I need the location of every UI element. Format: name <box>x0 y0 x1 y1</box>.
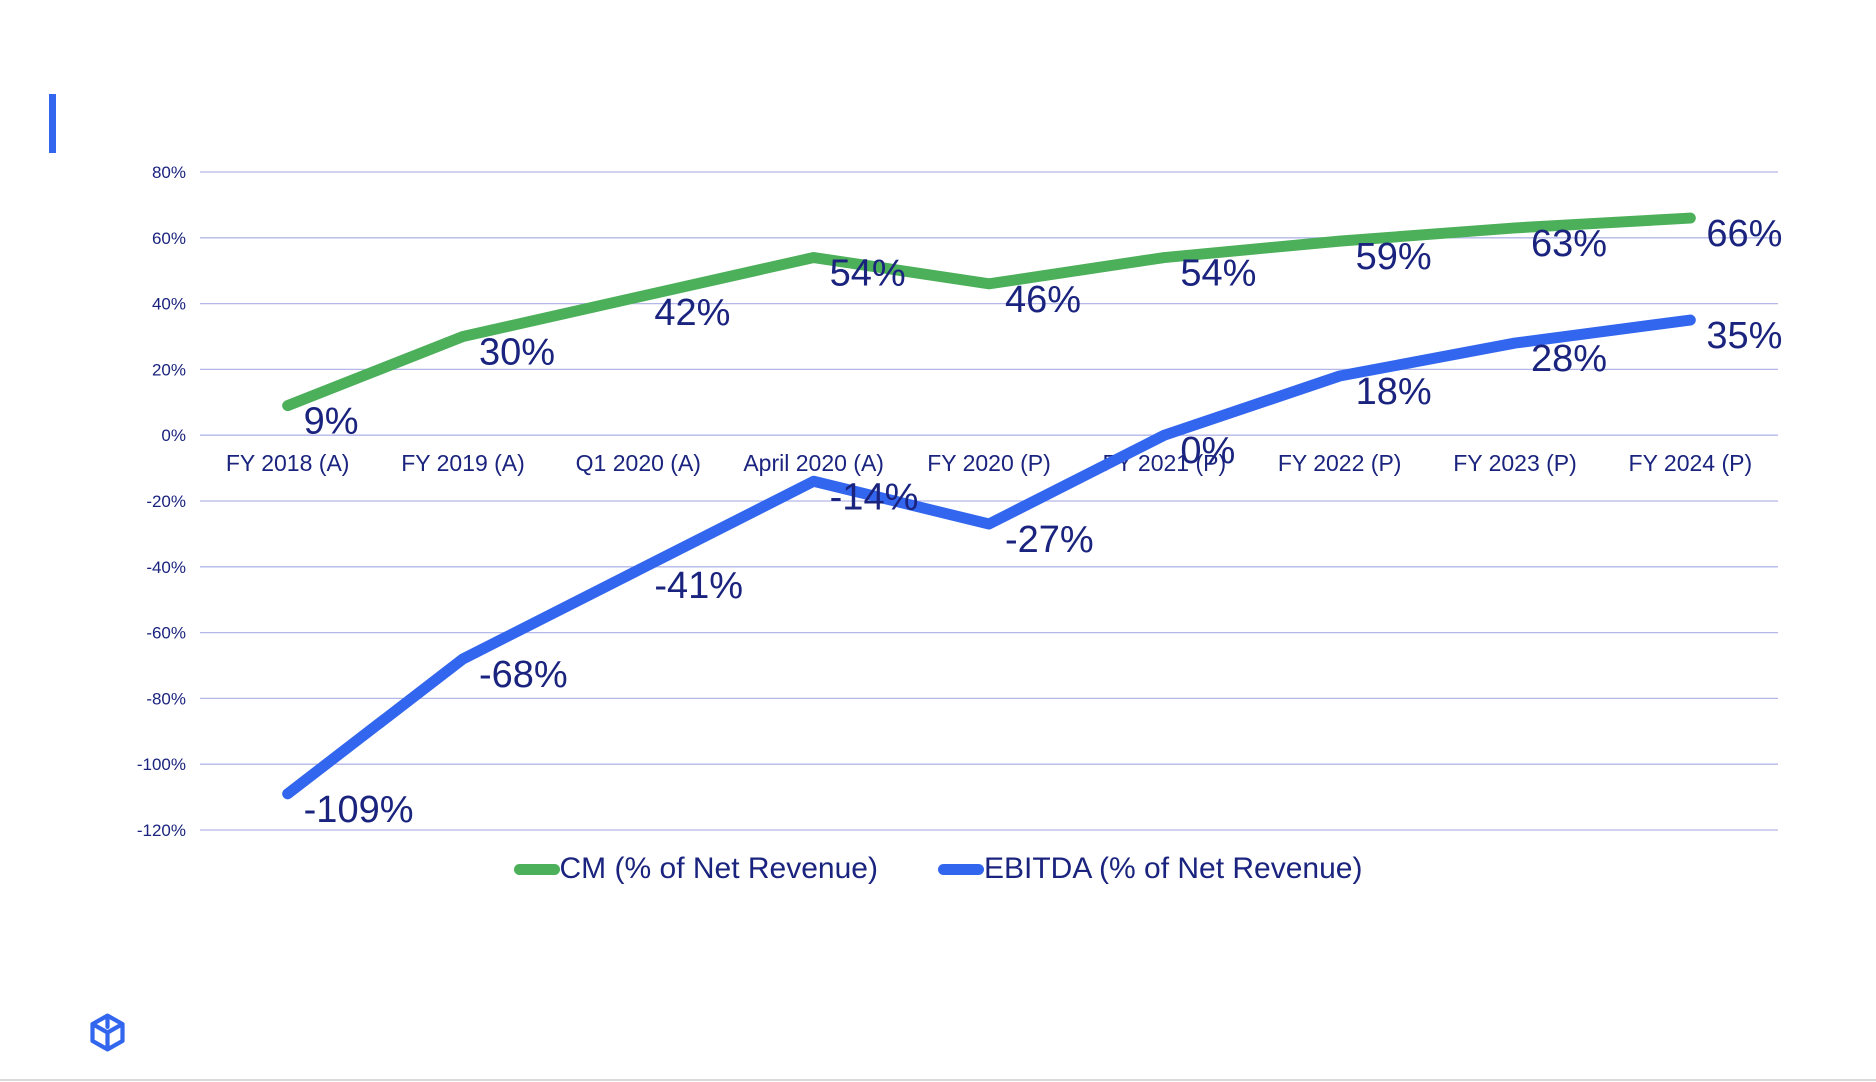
y-tick-label: -80% <box>146 689 186 708</box>
legend: CM (% of Net Revenue) EBITDA (% of Net R… <box>0 852 1876 886</box>
legend-item-ebitda: EBITDA (% of Net Revenue) <box>937 852 1363 886</box>
accent-bar <box>49 94 56 153</box>
data-label-ebitda: -109% <box>304 789 414 831</box>
y-tick-label: -40% <box>146 558 186 577</box>
data-point-ebitda <box>812 480 815 483</box>
data-point-cm <box>812 256 815 259</box>
data-label-cm: 54% <box>830 253 906 295</box>
x-tick-label: FY 2024 (P) <box>1629 450 1753 476</box>
box-logo-icon <box>90 1013 125 1052</box>
y-axis-ticks: 80% 60% 40% 20% 0% -20% -40% -60% -80% -100% -120% <box>137 163 186 840</box>
data-label-ebitda: -68% <box>479 654 568 696</box>
data-point-cm <box>988 282 990 285</box>
data-point-ebitda <box>988 523 990 526</box>
data-point-ebitda <box>1689 319 1692 322</box>
x-tick-label: FY 2020 (P) <box>927 450 1051 476</box>
data-point-cm <box>286 404 289 407</box>
bottom-rule <box>0 1079 1876 1081</box>
data-point-ebitda <box>1514 342 1516 345</box>
data-labels: 9% 30% 42% 54% 46% 54% 59% 63% 66% -109% -68% -41% -… <box>304 213 1783 831</box>
data-label-cm: 63% <box>1531 223 1607 265</box>
data-point-ebitda <box>637 569 640 572</box>
data-label-ebitda: 0% <box>1180 430 1235 472</box>
data-label-ebitda: 28% <box>1531 338 1607 380</box>
data-point-ebitda <box>1163 434 1166 437</box>
data-label-ebitda: 18% <box>1356 371 1432 413</box>
data-label-ebitda: -41% <box>654 565 743 607</box>
data-point-ebitda <box>462 657 464 660</box>
gridlines <box>200 171 1778 831</box>
data-label-cm: 30% <box>479 332 555 374</box>
x-tick-label: FY 2018 (A) <box>226 450 350 476</box>
y-tick-label: -100% <box>137 755 186 774</box>
data-label-cm: 59% <box>1356 236 1432 278</box>
x-tick-label: FY 2023 (P) <box>1453 450 1577 476</box>
series-lines <box>282 212 1696 800</box>
data-label-cm: 46% <box>1005 279 1081 321</box>
legend-swatch-cm <box>513 863 560 875</box>
legend-swatch-ebitda <box>937 863 984 875</box>
y-tick-label: 60% <box>152 229 186 248</box>
data-label-ebitda: -14% <box>830 476 919 518</box>
data-point-cm <box>1514 226 1516 229</box>
y-tick-label: 20% <box>152 360 186 379</box>
x-tick-label: April 2020 (A) <box>743 450 884 476</box>
x-tick-label: FY 2019 (A) <box>401 450 525 476</box>
data-point-ebitda <box>286 792 289 795</box>
y-tick-label: -60% <box>146 624 186 643</box>
x-axis-ticks: FY 2018 (A) FY 2019 (A) Q1 2020 (A) April 2… <box>226 450 1752 476</box>
data-point-cm <box>1689 217 1692 220</box>
data-label-cm: 54% <box>1180 253 1256 295</box>
series-line-ebitda <box>282 314 1696 800</box>
y-tick-label: 0% <box>161 426 186 445</box>
legend-label-cm: CM (% of Net Revenue) <box>559 852 878 885</box>
y-tick-label: 40% <box>152 295 186 314</box>
y-tick-label: 80% <box>152 163 186 182</box>
y-tick-label: -20% <box>146 492 186 511</box>
data-label-cm: 66% <box>1706 213 1782 255</box>
data-point-cm <box>462 335 464 338</box>
data-label-cm: 9% <box>304 401 359 443</box>
data-label-ebitda: -27% <box>1005 519 1094 561</box>
data-label-ebitda: 35% <box>1706 315 1782 357</box>
legend-item-cm: CM (% of Net Revenue) <box>513 852 878 886</box>
y-tick-label: -120% <box>137 821 186 840</box>
data-point-cm <box>1163 256 1166 259</box>
data-point-cm <box>637 296 640 299</box>
x-tick-label: Q1 2020 (A) <box>576 450 701 476</box>
x-tick-label: FY 2022 (P) <box>1278 450 1402 476</box>
data-point-ebitda <box>1338 374 1341 377</box>
data-point-cm <box>1338 240 1341 243</box>
series-line-cm <box>282 212 1696 412</box>
data-label-cm: 42% <box>654 292 730 334</box>
legend-label-ebitda: EBITDA (% of Net Revenue) <box>983 852 1363 885</box>
